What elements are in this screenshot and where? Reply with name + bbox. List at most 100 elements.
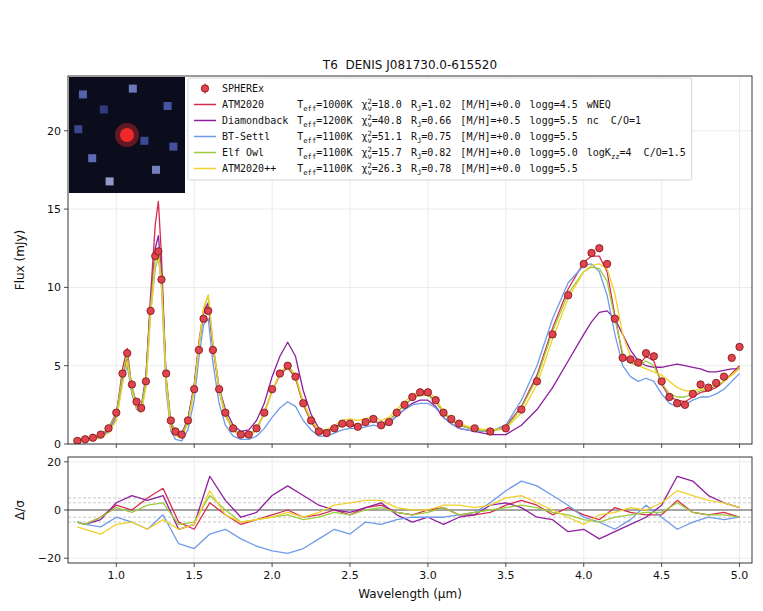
legend-text-part: K	[346, 115, 352, 126]
tick-x	[427, 444, 428, 448]
data-point	[158, 276, 165, 283]
data-point	[339, 420, 346, 427]
data-point	[178, 431, 185, 438]
legend-label: Elf Owl	[222, 147, 264, 158]
series-line	[77, 248, 739, 441]
tick-y	[64, 444, 68, 445]
legend-text-part: SPHEREx	[222, 83, 264, 94]
legend-text-part: logg	[530, 99, 554, 110]
inset-star	[106, 177, 114, 185]
data-point	[650, 353, 657, 360]
legend-text-part: 5.5	[560, 115, 578, 126]
data-point	[200, 315, 207, 322]
data-point	[300, 400, 307, 407]
inset-image	[69, 77, 185, 193]
data-point	[487, 428, 494, 435]
panel: 05101520T6 DENIS J081730.0-615520Flux (m…	[13, 58, 752, 451]
legend-text-part: =4 C/O=1.5	[620, 147, 686, 158]
data-point	[518, 406, 525, 413]
data-point	[681, 401, 688, 408]
inset-star	[164, 102, 172, 110]
tick-label-x: 3.0	[419, 569, 437, 582]
legend-text-part: K	[346, 99, 352, 110]
data-point	[284, 362, 291, 369]
data-point	[209, 346, 216, 353]
data-point	[533, 378, 540, 385]
data-point	[720, 373, 727, 380]
tick-x	[350, 563, 351, 567]
data-point	[393, 409, 400, 416]
tick-x	[583, 444, 584, 448]
legend-line	[194, 104, 216, 106]
series-line	[77, 236, 739, 441]
legend-text-part: 26.3	[378, 163, 402, 174]
inset-star	[129, 85, 137, 93]
legend-text-part: 0.78	[427, 163, 451, 174]
inset-star	[100, 105, 108, 113]
data-point	[276, 370, 283, 377]
legend-text-part: logg	[530, 115, 554, 126]
data-point	[596, 245, 603, 252]
data-point	[432, 396, 439, 403]
tick-y	[64, 287, 68, 288]
legend-text-part: ATM2020++	[222, 163, 276, 174]
legend-field: RJ=0.66	[411, 115, 451, 129]
legend-text-part: +0.0	[497, 147, 521, 158]
data-point	[268, 385, 275, 392]
chart-root: 05101520T6 DENIS J081730.0-615520Flux (m…	[0, 0, 763, 611]
data-point	[162, 370, 169, 377]
series-line	[77, 201, 739, 441]
data-point	[81, 436, 88, 443]
data-point	[712, 379, 719, 386]
tick-x	[350, 444, 351, 448]
legend-field: logg=5.5	[530, 115, 578, 126]
tick-x	[505, 444, 506, 448]
legend-label: BT-Settl	[222, 131, 270, 142]
data-point	[362, 418, 369, 425]
legend-text-part: 5.0	[560, 147, 578, 158]
legend-field: χ2ν=40.8	[361, 113, 401, 129]
grid-line-y	[68, 558, 752, 559]
data-point	[697, 381, 704, 388]
data-point	[401, 401, 408, 408]
data-point	[97, 431, 104, 438]
legend-box	[188, 78, 692, 180]
legend-extra: logKzz=4 C/O=1.5	[587, 147, 686, 161]
chart-title: T6 DENIS J081730.0-615520	[322, 58, 497, 72]
tick-x	[194, 444, 195, 448]
legend-label: ATM2020++	[222, 163, 276, 174]
data-point	[549, 331, 556, 338]
legend-field: [M/H]=+0.0	[460, 131, 520, 142]
legend-field: logg=4.5	[530, 99, 578, 110]
data-point	[245, 431, 252, 438]
legend-text-part: Elf Owl	[222, 147, 264, 158]
tick-x	[116, 563, 117, 567]
data-point	[142, 378, 149, 385]
tick-label-x: 3.5	[497, 569, 515, 582]
tick-x	[194, 563, 195, 567]
data-point	[658, 378, 665, 385]
legend-text-part: 5.5	[560, 131, 578, 142]
legend-text-part: 0.66	[427, 115, 451, 126]
data-point	[331, 425, 338, 432]
legend-field: Teff=1100K	[297, 147, 352, 161]
legend-line	[194, 120, 216, 122]
legend-field: logg=5.0	[530, 147, 578, 158]
grid-line-y	[68, 209, 752, 210]
tick-label-y: −20	[38, 552, 61, 565]
legend-text-part: 1.02	[427, 99, 451, 110]
legend: SPHERExATM2020Teff=1000Kχ2ν=18.0RJ=1.02[…	[188, 78, 692, 180]
legend-field: RJ=0.75	[411, 131, 451, 145]
legend-text-part: [M/H]	[460, 99, 490, 110]
data-point	[89, 434, 96, 441]
legend-field: [M/H]=+0.0	[460, 163, 520, 174]
legend-text-part: K	[346, 147, 352, 158]
tick-label-y: 0	[54, 504, 61, 517]
inset-background	[69, 77, 185, 193]
data-point	[205, 307, 212, 314]
legend-field: Teff=1100K	[297, 131, 352, 145]
tick-label-x: 5.0	[731, 569, 749, 582]
data-point	[440, 409, 447, 416]
legend-text-part: 15.7	[378, 147, 402, 158]
data-point	[642, 349, 649, 356]
